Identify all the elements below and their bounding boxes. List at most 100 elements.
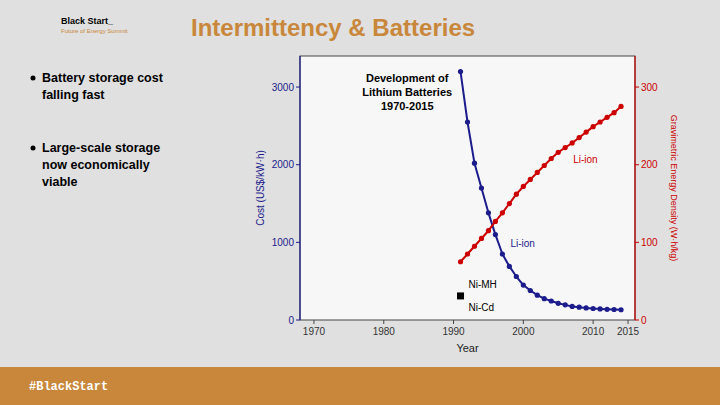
y2-tick-label: 200 (641, 159, 658, 170)
y-axis-line (299, 56, 300, 320)
point (577, 135, 582, 140)
series-line (461, 72, 622, 310)
y-tick (296, 87, 300, 88)
point (535, 170, 540, 175)
point (465, 119, 470, 124)
point (493, 219, 498, 224)
plot-area (300, 56, 635, 320)
y-tick-label: 0 (288, 315, 294, 326)
series-line (461, 106, 622, 261)
point (500, 210, 505, 215)
point (563, 302, 568, 307)
x-tick-label: 2010 (582, 326, 605, 337)
x-tick-label: 1990 (442, 326, 465, 337)
y-axis-label: Cost (US$/kW·h) (255, 150, 266, 226)
point (577, 305, 582, 310)
bullet-dot (31, 76, 36, 81)
point (507, 201, 512, 206)
series-group (457, 69, 624, 312)
point (486, 228, 491, 233)
annotation: Ni-Cd (469, 302, 495, 313)
bullet: Battery storage costfalling fast (42, 71, 164, 102)
point (472, 244, 477, 249)
point (584, 305, 589, 310)
y-tick-label: 1000 (272, 237, 295, 248)
x-tick (628, 320, 629, 324)
point (542, 296, 547, 301)
annotation: Ni-MH (469, 279, 497, 290)
point (521, 184, 526, 189)
point (528, 177, 533, 182)
point (591, 306, 596, 311)
y2-tick (635, 242, 639, 243)
point (570, 304, 575, 309)
point (458, 69, 463, 74)
y-tick (296, 242, 300, 243)
y2-tick (635, 320, 639, 321)
point (514, 192, 519, 197)
y2-tick-label: 0 (641, 315, 647, 326)
slide-title: Intermittency & Batteries (191, 14, 475, 41)
point (570, 140, 575, 145)
chart-title: Development ofLithium Batteries1970-2015 (362, 72, 452, 112)
point (618, 104, 623, 109)
point (458, 259, 463, 264)
y2-tick-label: 100 (641, 237, 658, 248)
point (611, 110, 616, 115)
point (549, 298, 554, 303)
point (584, 129, 589, 134)
x-tick-label: 1980 (373, 326, 396, 337)
point (507, 264, 512, 269)
logo-subtitle: Future of Energy Summit (61, 28, 128, 34)
y2-tick (635, 164, 639, 165)
x-tick (523, 320, 524, 324)
square-point (457, 292, 464, 299)
background (0, 0, 720, 405)
y-tick (296, 320, 300, 321)
point (500, 251, 505, 256)
annotation: Li-ion (510, 238, 534, 249)
point (465, 251, 470, 256)
point (472, 161, 477, 166)
bullet: Large-scale storagenow economicallyviabl… (42, 141, 160, 189)
logo: Black Start_ (61, 16, 114, 26)
y-tick-label: 2000 (272, 159, 295, 170)
y2-tick-label: 300 (641, 82, 658, 93)
x-tick (313, 320, 314, 324)
x-tick-label: 2000 (512, 326, 535, 337)
point (611, 307, 616, 312)
point (542, 163, 547, 168)
bullet-dot (31, 146, 36, 151)
annotation: Li-ion (573, 154, 597, 165)
point (479, 236, 484, 241)
point (535, 293, 540, 298)
y2-axis-line (634, 56, 635, 320)
x-tick (383, 320, 384, 324)
x-tick-label: 1970 (303, 326, 326, 337)
point (604, 307, 609, 312)
point (618, 307, 623, 312)
point (493, 232, 498, 237)
x-tick-label: 2015 (617, 326, 640, 337)
point (591, 124, 596, 129)
y-tick-label: 3000 (272, 82, 295, 93)
point (556, 150, 561, 155)
y2-tick (635, 87, 639, 88)
footer-text: #BlackStart (29, 380, 108, 394)
point (563, 145, 568, 150)
point (486, 210, 491, 215)
point (598, 119, 603, 124)
x-tick (593, 320, 594, 324)
x-axis-label: Year (456, 342, 479, 354)
footer-bar (0, 367, 720, 405)
point (521, 282, 526, 287)
y2-axis-label: Gravimetric Energy Density (W·h/kg) (669, 115, 679, 262)
point (528, 288, 533, 293)
point (479, 185, 484, 190)
y-tick (296, 164, 300, 165)
point (556, 301, 561, 306)
point (604, 115, 609, 120)
point (598, 306, 603, 311)
point (514, 274, 519, 279)
x-tick (453, 320, 454, 324)
